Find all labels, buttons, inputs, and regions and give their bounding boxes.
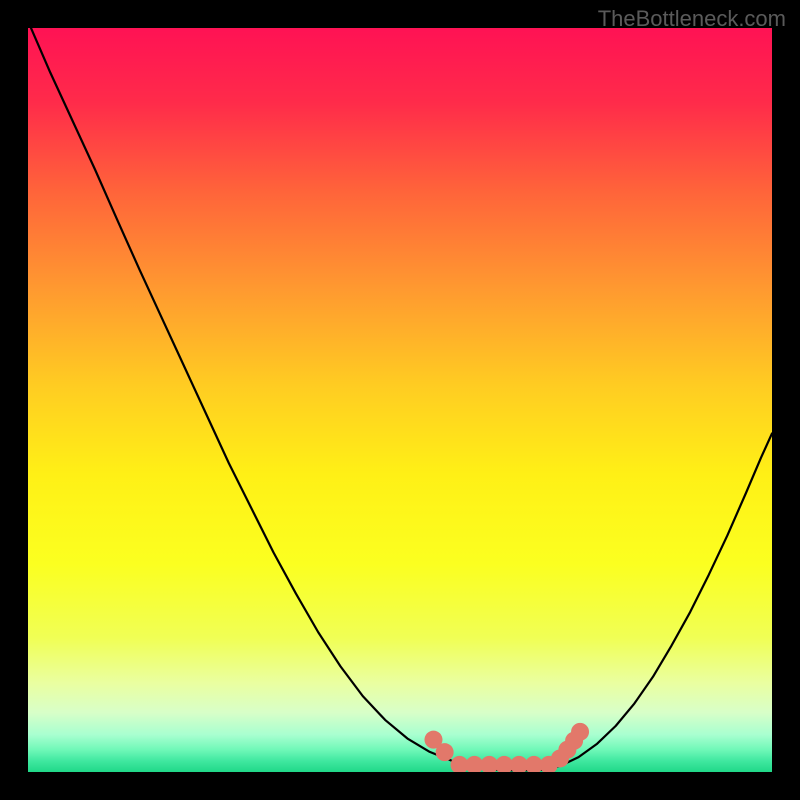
watermark-text: TheBottleneck.com: [598, 6, 786, 32]
highlight-marker: [436, 743, 454, 761]
chart-svg: [28, 28, 772, 772]
highlight-marker: [571, 723, 589, 741]
bottleneck-chart: [28, 28, 772, 772]
gradient-background: [28, 28, 772, 772]
